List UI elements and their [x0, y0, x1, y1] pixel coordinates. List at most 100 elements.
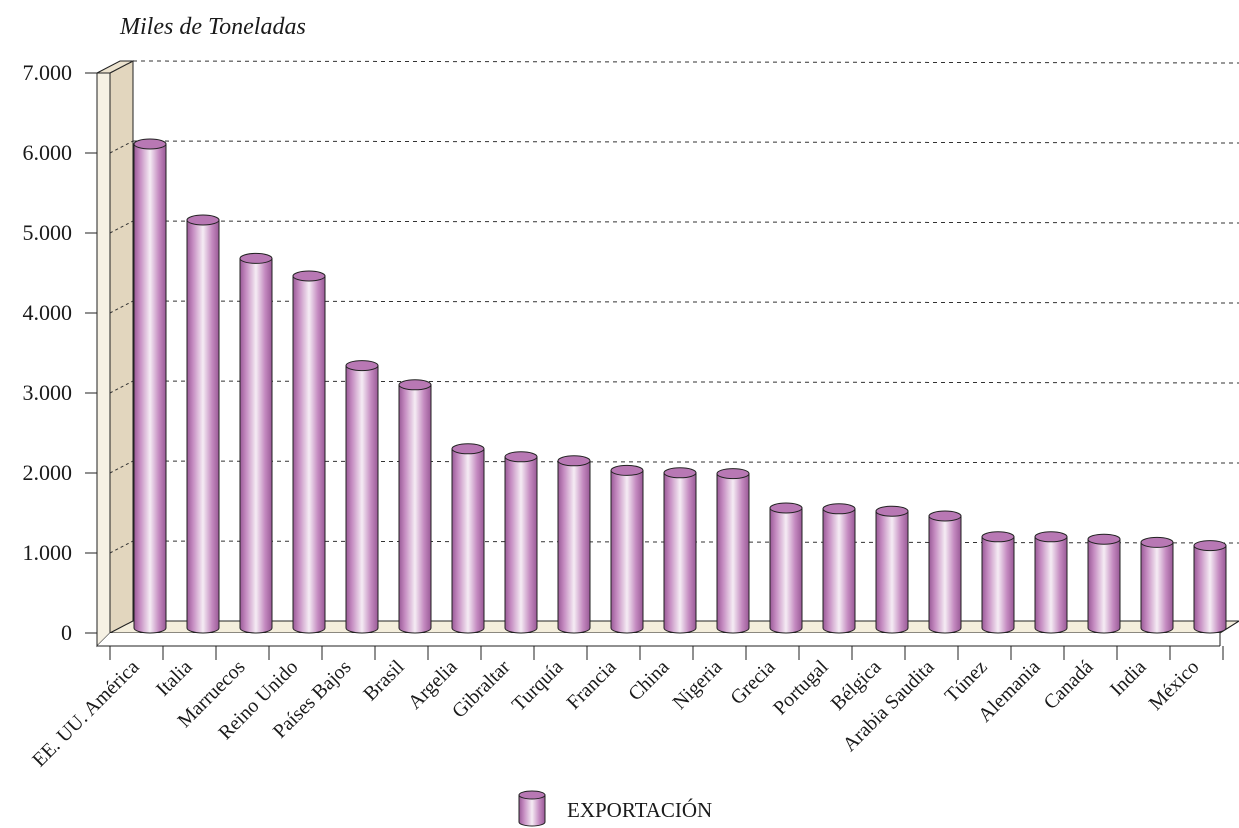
gridline	[132, 60, 1239, 64]
bar-body	[716, 473, 750, 634]
bar	[292, 270, 326, 634]
bar-body	[610, 469, 644, 634]
bar-body	[769, 507, 803, 634]
bar	[186, 214, 220, 634]
y-tick-label: 0	[61, 620, 72, 645]
bar-body	[239, 257, 273, 634]
bar	[504, 451, 538, 634]
x-category-label: México	[1145, 656, 1204, 715]
bar	[398, 379, 432, 634]
gridline-diagonal	[109, 460, 134, 474]
legend: EXPORTACIÓN	[518, 790, 712, 827]
legend-label: EXPORTACIÓN	[567, 798, 712, 822]
bar	[1034, 531, 1068, 634]
y-tick-label: 1.000	[23, 540, 73, 565]
y-tick-label: 7.000	[23, 60, 73, 85]
x-category-label: Francia	[563, 656, 621, 714]
gridline-diagonal	[109, 140, 134, 154]
bar	[875, 505, 909, 634]
bar-body	[292, 275, 326, 634]
bar-top	[663, 467, 697, 479]
gridline-diagonal	[109, 60, 134, 74]
bar	[1193, 540, 1227, 634]
x-category-label: Nigeria	[669, 656, 727, 714]
bar-top	[186, 214, 220, 226]
x-category-label: India	[1106, 656, 1151, 701]
legend-swatch-top	[518, 790, 546, 800]
bar	[1087, 533, 1121, 634]
bar	[769, 502, 803, 634]
bar	[928, 510, 962, 634]
x-category-label: Italia	[152, 656, 197, 701]
bar-body	[1087, 538, 1121, 634]
y-tick-label: 5.000	[23, 220, 73, 245]
gridline-diagonal	[109, 220, 134, 234]
x-category-label: Túnez	[941, 656, 992, 707]
y-tick-label: 3.000	[23, 380, 73, 405]
wall-front-face	[96, 72, 111, 648]
bar	[1140, 536, 1174, 634]
bar	[239, 252, 273, 634]
bar	[981, 531, 1015, 634]
bar-body	[345, 365, 379, 634]
bar	[716, 468, 750, 634]
bar-top	[769, 502, 803, 514]
bar	[345, 360, 379, 634]
gridline-diagonal	[109, 380, 134, 394]
y-tick-label: 4.000	[23, 300, 73, 325]
x-category-label: Brasil	[359, 656, 409, 706]
y-tick-label: 6.000	[23, 140, 73, 165]
bar-body	[398, 384, 432, 634]
bar-body	[186, 219, 220, 634]
bar-body	[133, 143, 167, 634]
bar-body	[504, 456, 538, 634]
bar-body	[1193, 545, 1227, 634]
x-category-label: China	[624, 656, 673, 705]
back-wall	[96, 60, 134, 648]
legend-swatch-icon	[518, 790, 546, 827]
bar	[451, 443, 485, 634]
bar-top	[133, 138, 167, 150]
x-category-label: Gibraltar	[448, 656, 515, 723]
bar-body	[1140, 541, 1174, 634]
bar-top	[1140, 536, 1174, 548]
bar-top	[398, 379, 432, 391]
bar-body	[875, 510, 909, 634]
gridline	[132, 140, 1239, 144]
bar-top	[928, 510, 962, 522]
bar-body	[663, 472, 697, 634]
bar-top	[1193, 540, 1227, 552]
bar	[663, 467, 697, 634]
bar-top	[557, 455, 591, 467]
bar-top	[610, 464, 644, 476]
bar-top	[981, 531, 1015, 543]
x-category-label: Arabia Saudita	[839, 656, 939, 756]
bars	[133, 138, 1227, 634]
bar-body	[981, 536, 1015, 634]
gridline-diagonal	[109, 540, 134, 554]
x-category-label: EE. UU. América	[28, 656, 143, 771]
x-category-label: Portugal	[769, 656, 833, 720]
bar-top	[1034, 531, 1068, 543]
bar-body	[557, 460, 591, 634]
bar	[822, 503, 856, 634]
bar-body	[451, 448, 485, 634]
bar-top	[822, 503, 856, 515]
bar-top	[239, 252, 273, 264]
bar-body	[822, 508, 856, 634]
x-category-label: Canadá	[1040, 656, 1098, 714]
y-axis-title: Miles de Toneladas	[119, 14, 306, 40]
bar-top	[292, 270, 326, 282]
bar	[610, 464, 644, 634]
bar-top	[716, 468, 750, 480]
gridline-diagonal	[109, 300, 134, 314]
gridline	[132, 220, 1239, 224]
bar-top	[504, 451, 538, 463]
y-axis: 0 1.000 2.000 3.000 4.000 5.000 6.000 7.000	[23, 60, 98, 646]
bar-body	[928, 515, 962, 634]
legend-swatch-body	[518, 794, 546, 827]
bar-body	[1034, 536, 1068, 634]
bar	[133, 138, 167, 634]
